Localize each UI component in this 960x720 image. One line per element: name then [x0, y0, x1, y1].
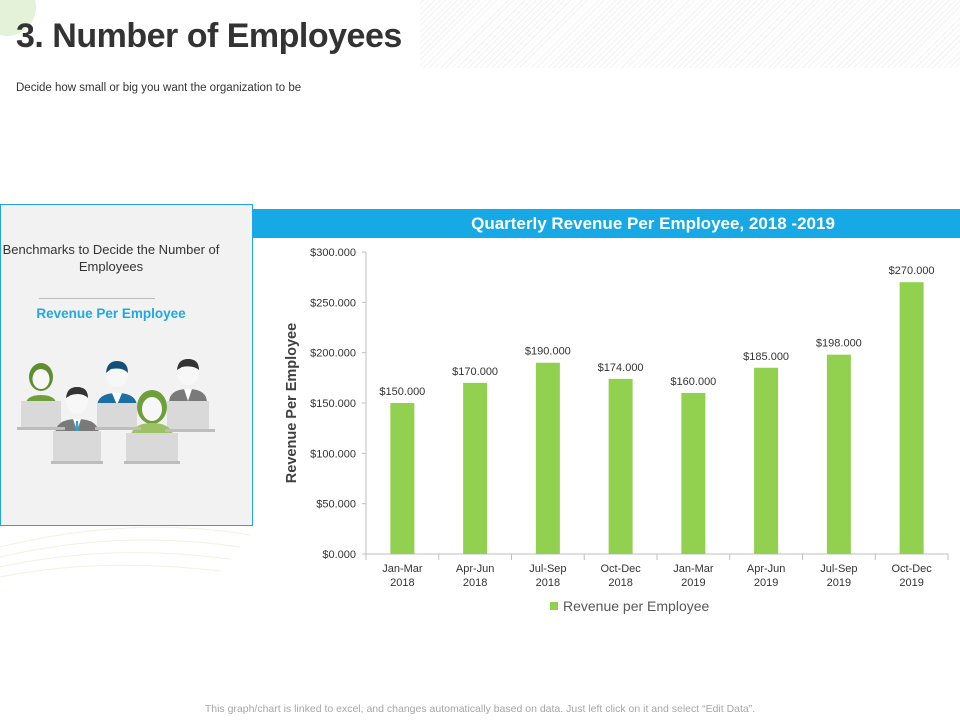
data-label: $190.000 — [525, 346, 571, 358]
x-tick-label: Jan-Mar — [382, 563, 423, 575]
x-tick-label-year: 2018 — [390, 577, 414, 589]
data-label: $270.000 — [889, 265, 935, 277]
x-tick-label: Oct-Dec — [891, 563, 932, 575]
employee-icon — [167, 359, 209, 431]
x-tick-label: Apr-Jun — [747, 563, 786, 575]
data-label: $174.000 — [598, 362, 644, 374]
benchmark-title: Benchmarks to Decide the Number of Emplo… — [2, 242, 220, 274]
y-tick-label: $50.000 — [316, 499, 356, 511]
employee-icon — [124, 390, 180, 464]
chart-title-banner: Quarterly Revenue Per Employee, 2018 -20… — [253, 209, 960, 238]
page-subtitle: Decide how small or big you want the org… — [16, 82, 302, 94]
page-title: 3. Number of Employees — [16, 17, 402, 55]
x-tick-label-year: 2019 — [681, 577, 705, 589]
y-tick-label: $200.000 — [310, 348, 356, 360]
y-tick-label: $150.000 — [310, 398, 356, 410]
bar — [390, 403, 415, 554]
bar — [535, 362, 560, 554]
x-tick-label: Jul-Sep — [820, 563, 857, 575]
employees-illustration-icon — [17, 359, 215, 464]
data-label: $170.000 — [452, 366, 498, 378]
chart-title: Quarterly Revenue Per Employee, 2018 -20… — [471, 214, 835, 233]
x-tick-label-year: 2018 — [608, 577, 632, 589]
x-tick-label-year: 2019 — [899, 577, 923, 589]
title-bar: 3. Number of Employees — [0, 0, 960, 68]
x-tick-label: Jan-Mar — [673, 563, 714, 575]
benchmark-card: Benchmarks to Decide the Number of Emplo… — [0, 204, 253, 526]
bar — [826, 354, 851, 554]
desk-edge — [17, 427, 65, 430]
y-tick-label: $250.000 — [310, 297, 356, 309]
x-tick-label-year: 2018 — [463, 577, 487, 589]
x-tick-label: Apr-Jun — [456, 563, 495, 575]
y-tick-label: $300.000 — [310, 247, 356, 259]
data-label: $198.000 — [816, 338, 862, 350]
x-tick-label: Oct-Dec — [600, 563, 641, 575]
x-tick-label: Jul-Sep — [529, 563, 566, 575]
desk-edge — [165, 429, 215, 432]
legend-swatch — [550, 602, 558, 610]
data-label: $185.000 — [743, 351, 789, 363]
y-tick-label: $100.000 — [310, 448, 356, 460]
benchmark-divider — [39, 298, 155, 299]
y-axis-title: Revenue Per Employee — [284, 323, 300, 483]
data-label: $150.000 — [379, 386, 425, 398]
revenue-bar-chart: $0.000 $50.000 $100.000 $150.000 $200.000 $25… — [284, 247, 949, 614]
bar — [463, 382, 488, 554]
y-tick-label: $0.000 — [322, 549, 356, 561]
employee-icon — [97, 361, 137, 429]
bar — [899, 282, 924, 554]
bar — [754, 367, 779, 554]
bar — [608, 378, 633, 554]
decorative-arcs — [0, 526, 251, 578]
bar — [681, 392, 706, 554]
employee-icon — [51, 387, 103, 464]
x-tick-label-year: 2019 — [827, 577, 851, 589]
x-tick-label-year: 2018 — [536, 577, 560, 589]
benchmark-metric: Revenue Per Employee — [36, 306, 186, 321]
legend-label: Revenue per Employee — [563, 598, 710, 614]
employee-icon — [21, 363, 61, 429]
desk-edge — [95, 427, 141, 430]
footer-note: This graph/chart is linked to excel, and… — [204, 703, 756, 715]
title-tab-background — [0, 0, 420, 68]
data-label: $160.000 — [670, 376, 716, 388]
x-tick-label-year: 2019 — [754, 577, 778, 589]
